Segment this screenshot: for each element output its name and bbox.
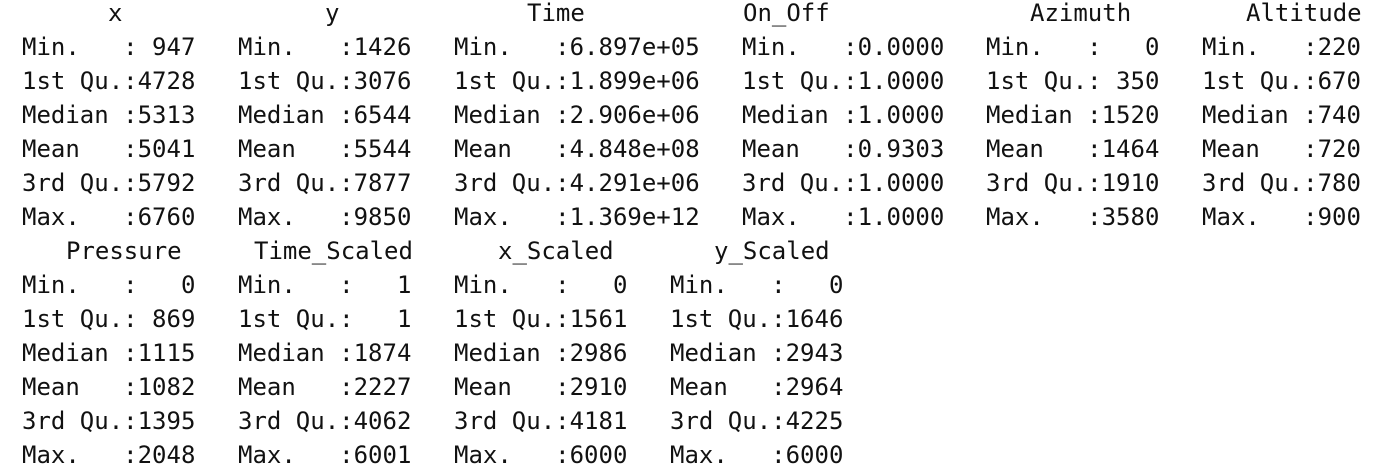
summary-row: 3rd Qu.:4181 [454,407,628,435]
summary-row: Mean :2910 [454,373,628,401]
column-header: x_Scaled [498,237,614,265]
summary-row: Mean :5544 [238,135,412,163]
column-header: Altitude [1246,0,1362,27]
summary-row: Mean :2964 [670,373,844,401]
summary-row: 1st Qu.: 350 [986,67,1160,95]
column-header: Azimuth [1030,0,1132,27]
summary-row: 3rd Qu.:7877 [238,169,412,197]
summary-row: 3rd Qu.:5792 [22,169,196,197]
summary-row: Max. :6001 [238,441,412,469]
summary-row: Mean :5041 [22,135,196,163]
summary-row: Min. : 1 [238,271,412,299]
summary-row: Min. :1426 [238,33,412,61]
column-header: y_Scaled [714,237,830,265]
summary-row: Max. :900 [1202,203,1361,231]
summary-row: 1st Qu.:1561 [454,305,628,333]
column-header: Time_Scaled [254,237,413,265]
summary-row: 1st Qu.: 869 [22,305,196,333]
column-header: x [108,0,123,27]
summary-row: 3rd Qu.:1910 [986,169,1160,197]
summary-row: 1st Qu.:670 [1202,67,1361,95]
summary-row: Median :1874 [238,339,412,367]
column-header: Time [527,0,585,27]
summary-row: 3rd Qu.:4.291e+06 [454,169,700,197]
summary-row: Min. :220 [1202,33,1361,61]
summary-row: Median :1520 [986,101,1160,129]
summary-row: Min. :0.0000 [742,33,945,61]
summary-row: Max. :1.0000 [742,203,945,231]
summary-row: Mean :720 [1202,135,1361,163]
summary-row: Mean :4.848e+08 [454,135,700,163]
summary-row: Median :740 [1202,101,1361,129]
summary-row: Median :6544 [238,101,412,129]
summary-row: Mean :1082 [22,373,196,401]
summary-row: 3rd Qu.:4062 [238,407,412,435]
column-header: Pressure [66,237,182,265]
summary-row: Min. :6.897e+05 [454,33,700,61]
summary-row: Mean :2227 [238,373,412,401]
summary-row: 1st Qu.: 1 [238,305,412,333]
summary-row: Min. : 0 [454,271,628,299]
column-header: On_Off [743,0,830,27]
summary-row: 3rd Qu.:1.0000 [742,169,945,197]
summary-row: Median :5313 [22,101,196,129]
summary-row: 3rd Qu.:780 [1202,169,1361,197]
summary-row: Median :1115 [22,339,196,367]
summary-row: Median :2.906e+06 [454,101,700,129]
summary-row: 1st Qu.:4728 [22,67,196,95]
summary-row: Min. : 0 [670,271,844,299]
summary-row: Max. :1.369e+12 [454,203,700,231]
summary-row: Max. :6000 [454,441,628,469]
summary-row: Min. : 947 [22,33,196,61]
summary-row: Min. : 0 [22,271,196,299]
summary-row: Max. :6760 [22,203,196,231]
summary-row: 1st Qu.:1.0000 [742,67,945,95]
summary-row: 3rd Qu.:4225 [670,407,844,435]
summary-row: Max. :2048 [22,441,196,469]
summary-row: 1st Qu.:1.899e+06 [454,67,700,95]
summary-row: Mean :1464 [986,135,1160,163]
summary-row: Max. :3580 [986,203,1160,231]
summary-row: 1st Qu.:3076 [238,67,412,95]
summary-row: 3rd Qu.:1395 [22,407,196,435]
summary-row: Max. :6000 [670,441,844,469]
summary-row: Median :2986 [454,339,628,367]
summary-row: Median :1.0000 [742,101,945,129]
summary-row: Max. :9850 [238,203,412,231]
summary-row: Median :2943 [670,339,844,367]
summary-row: 1st Qu.:1646 [670,305,844,333]
column-header: y [325,0,340,27]
summary-row: Mean :0.9303 [742,135,945,163]
summary-row: Min. : 0 [986,33,1160,61]
